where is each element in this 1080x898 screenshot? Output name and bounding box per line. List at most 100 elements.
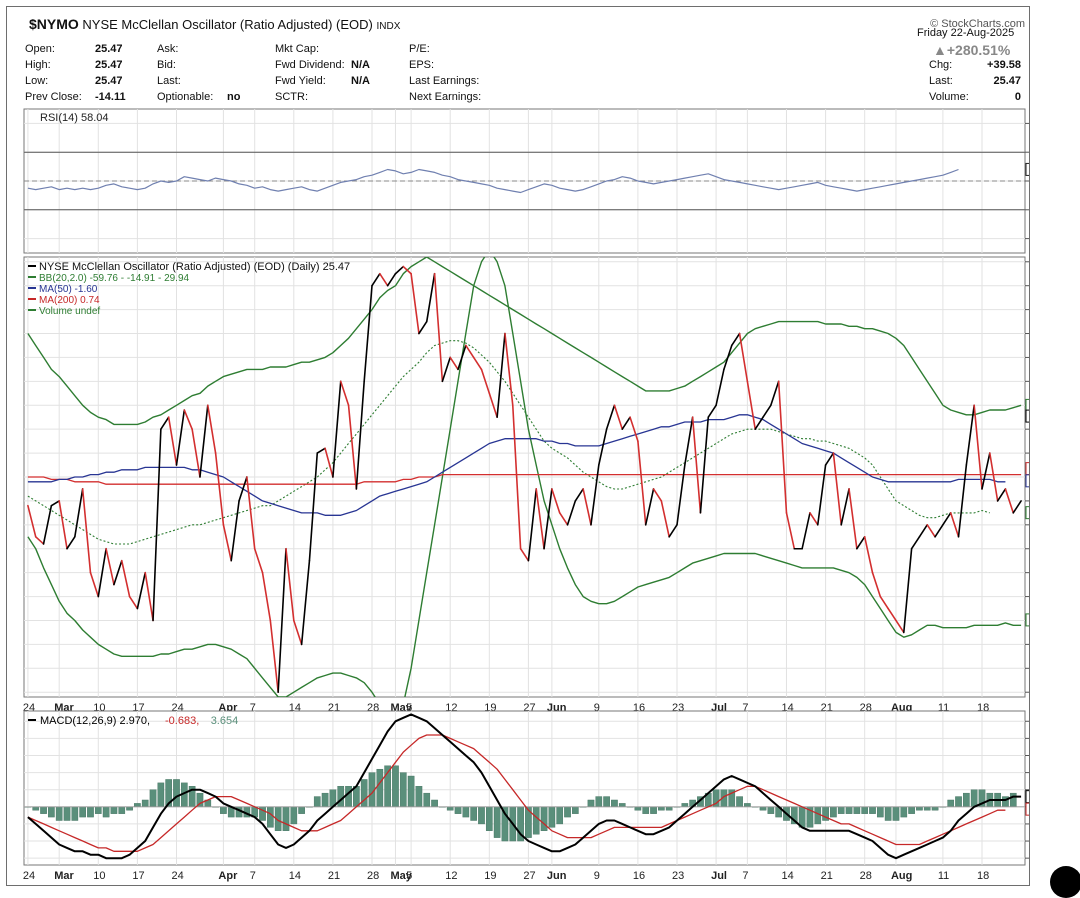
macd-histogram-bar	[556, 806, 564, 825]
nymo-segment	[973, 404, 983, 490]
nymo-segment	[394, 265, 405, 275]
nymo-segment	[496, 332, 506, 419]
quote-label: Last:	[157, 75, 181, 87]
nymo-segment	[347, 404, 358, 490]
macd-x-label: 10	[93, 870, 105, 882]
macd-histogram-bar	[736, 796, 743, 808]
nymo-segment	[246, 476, 256, 550]
rsi-last-value-box	[1025, 162, 1029, 176]
nymo-segment	[918, 524, 929, 538]
nymo-segment	[191, 428, 201, 478]
macd-value-tag-box	[1025, 790, 1029, 804]
nymo-segment	[457, 344, 467, 371]
macd-histogram-bar	[478, 806, 485, 825]
quote-value: no	[227, 91, 241, 103]
rsi-panel: 9070503010RSI(14) 58.0458.04	[23, 108, 1029, 254]
price-x-label: 7	[742, 702, 748, 714]
nymo-segment	[293, 619, 303, 646]
macd-legend-entry: MACD(12,26,9) 2.970,	[40, 715, 150, 727]
macd-histogram-bar	[40, 806, 47, 814]
rsi-series-line	[27, 168, 959, 194]
macd-histogram-bar	[126, 806, 133, 811]
macd-histogram-bar	[642, 806, 650, 814]
nymo-segment	[637, 440, 647, 526]
nymo-segment	[590, 464, 600, 526]
change-percent: ▲+280.51%	[933, 42, 1011, 58]
price-value-tag-box	[1025, 398, 1029, 412]
macd-histogram-bar	[321, 792, 329, 808]
corner-dot	[1050, 866, 1080, 898]
nymo-segment	[324, 447, 334, 478]
nymo-segment	[89, 571, 100, 598]
price-legend-entry: BB(20,2.0) -59.76 - -14.91 - 29.94	[39, 273, 190, 284]
nymo-segment	[339, 380, 350, 407]
nymo-segment	[738, 332, 749, 383]
nymo-segment	[730, 332, 741, 347]
macd-histogram-bar	[220, 806, 227, 814]
nymo-segment	[777, 380, 788, 514]
nymo-segment	[996, 488, 1007, 502]
nymo-segment	[934, 524, 944, 538]
exchange: INDX	[376, 21, 401, 32]
macd-histogram-bar	[493, 806, 501, 838]
nymo-segment	[809, 512, 819, 526]
quote-label: Next Earnings:	[409, 91, 482, 103]
macd-histogram-bar	[572, 806, 579, 814]
nymo-segment	[644, 488, 655, 526]
macd-histogram-bar	[454, 806, 462, 814]
nymo-segment	[684, 416, 694, 466]
nymo-segment	[848, 488, 858, 550]
nymo-segment	[136, 571, 147, 610]
macd-histogram-bar	[63, 806, 71, 821]
quote-label: Fwd Yield:	[275, 75, 326, 87]
nymo-segment	[50, 500, 60, 507]
macd-histogram-bar	[141, 799, 149, 808]
price-legend-entry: NYSE McClellan Oscillator (Ratio Adjuste…	[39, 261, 350, 273]
rsi-legend: RSI(14) 58.04	[40, 112, 108, 124]
price-x-label: 11	[938, 702, 949, 714]
nymo-segment	[910, 535, 921, 550]
nymo-segment	[222, 524, 233, 562]
quote-label: SCTR:	[275, 91, 308, 103]
quote-right-label: Last:	[929, 75, 953, 87]
nymo-segment	[42, 504, 53, 545]
nymo-segment	[113, 559, 123, 586]
nymo-segment	[613, 404, 624, 430]
macd-x-label: 14	[289, 870, 301, 882]
price-legend-entry: Volume undef	[39, 306, 100, 317]
nymo-segment	[261, 571, 272, 622]
nymo-segment	[981, 452, 991, 490]
quote-value: 25.47	[95, 59, 123, 71]
ma200-line	[27, 473, 1022, 485]
nymo-segment	[277, 547, 287, 694]
nymo-segment	[895, 619, 905, 634]
macd-histogram-bar	[345, 786, 352, 808]
quote-value: N/A	[351, 75, 370, 87]
macd-histogram-bar	[861, 806, 869, 814]
nymo-segment	[183, 409, 193, 430]
macd-histogram-bar	[290, 806, 298, 825]
nymo-segment	[97, 547, 107, 598]
nymo-segment	[379, 272, 389, 287]
nymo-segment	[152, 428, 162, 622]
nymo-segment	[926, 524, 936, 538]
nymo-segment	[386, 272, 397, 287]
macd-histogram-bar	[415, 786, 423, 808]
macd-x-label: Jul	[711, 870, 727, 882]
macd-panel: 2520151050-5-10-15MACD(12,26,9) 2.970,-0…	[23, 710, 1029, 882]
quote-label: Last Earnings:	[409, 75, 480, 87]
nymo-segment	[144, 571, 154, 622]
quote-right-value: 0	[1014, 91, 1021, 103]
macd-histogram-bar	[892, 806, 900, 821]
quote-label: P/E:	[409, 43, 430, 55]
macd-x-label: 17	[132, 870, 144, 882]
nymo-segment	[371, 272, 381, 287]
macd-histogram-bar	[423, 792, 431, 808]
macd-histogram-bar	[665, 806, 673, 811]
nymo-segment	[230, 500, 240, 562]
nymo-segment	[824, 452, 835, 466]
macd-histogram-bar	[963, 792, 970, 808]
quote-label: Mkt Cap:	[275, 43, 320, 55]
nymo-segment	[543, 488, 553, 550]
macd-histogram-bar	[485, 806, 493, 831]
